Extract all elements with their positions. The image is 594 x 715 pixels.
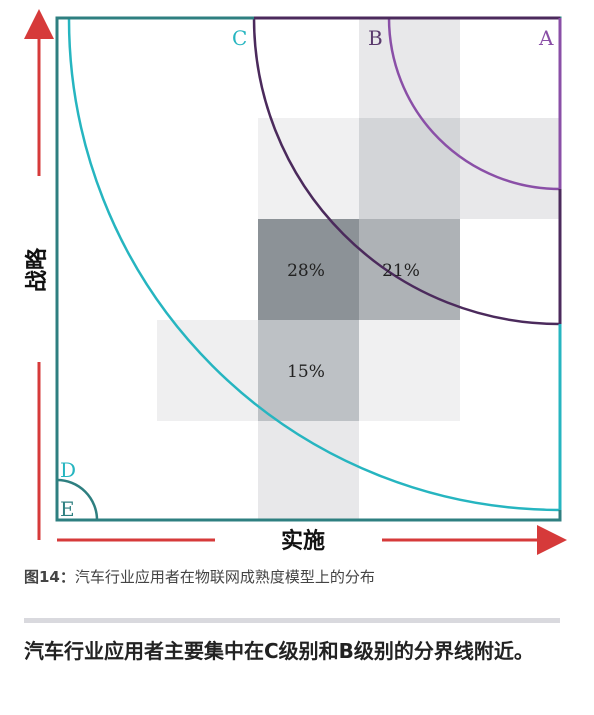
zone-label-e: E xyxy=(60,497,75,521)
grid-cells xyxy=(157,18,560,520)
grid-cell xyxy=(157,320,258,421)
y-axis-label: 战略 xyxy=(24,247,50,292)
curve-e xyxy=(56,478,99,521)
zone-label-c: C xyxy=(232,26,247,50)
grid-cell xyxy=(359,118,460,219)
curve-b xyxy=(252,17,561,326)
curve-c xyxy=(67,17,561,512)
divider xyxy=(24,618,560,623)
caption-number: 图14： xyxy=(24,568,75,586)
grid-cell xyxy=(460,118,560,219)
conclusion-text: 汽车行业应用者主要集中在C级别和B级别的分界线附近。 xyxy=(24,639,534,663)
grid-cell-21 xyxy=(359,219,460,320)
caption-text: 汽车行业应用者在物联网成熟度模型上的分布 xyxy=(74,568,375,586)
zone-label-d: D xyxy=(60,458,76,482)
zone-label-a: A xyxy=(538,26,554,50)
zone-label-b: B xyxy=(368,26,383,50)
grid-cell-15 xyxy=(258,320,359,421)
grid-cell xyxy=(359,320,460,421)
grid-cell xyxy=(258,118,359,219)
curve-a xyxy=(387,17,561,191)
figure-caption: 图14：汽车行业应用者在物联网成熟度模型上的分布 xyxy=(24,566,375,587)
maturity-model-diagram: C B A D E 28% 21% 15% 战略 实施 xyxy=(24,9,567,555)
x-axis-label: 实施 xyxy=(281,528,325,554)
cell-label-21: 21% xyxy=(382,261,420,281)
cell-label-28: 28% xyxy=(287,261,325,281)
cell-label-15: 15% xyxy=(287,362,325,382)
grid-cell-28 xyxy=(258,219,359,320)
grid-cell xyxy=(258,421,359,520)
